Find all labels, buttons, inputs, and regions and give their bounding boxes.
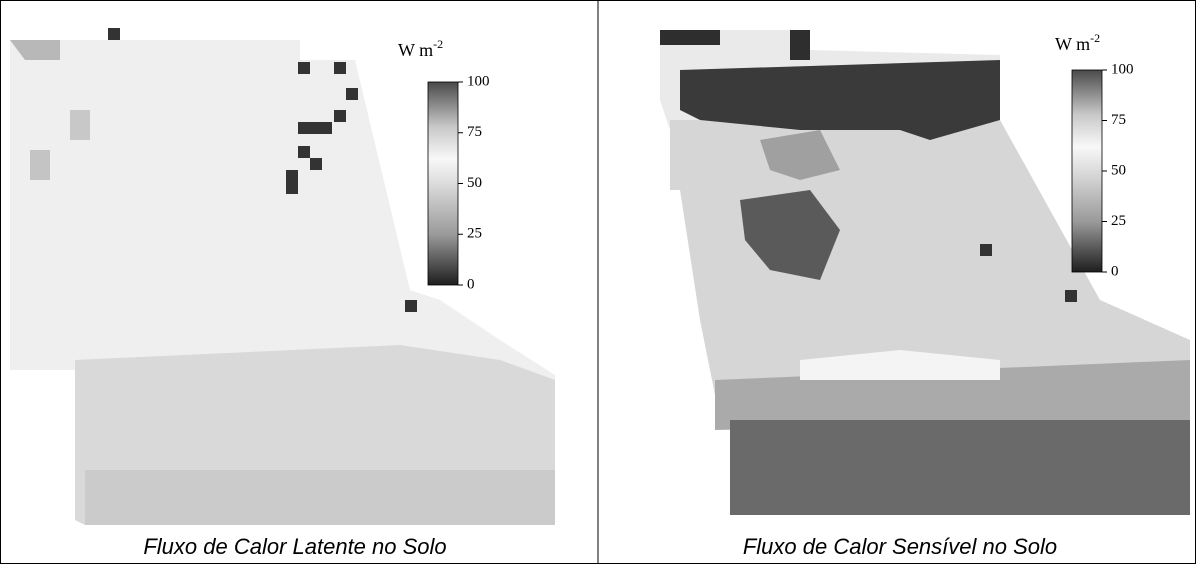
unit: W m	[1055, 34, 1090, 54]
colorbar-latent: W m-2	[398, 37, 458, 285]
unit: W m	[398, 40, 433, 60]
unit-exponent: -2	[1090, 31, 1100, 45]
caption: Fluxo de Calor Sensível no Solo	[743, 534, 1057, 559]
caption: Fluxo de Calor Latente no Solo	[143, 534, 446, 559]
unit-exponent: -2	[433, 37, 443, 51]
tick-label: 75	[467, 124, 482, 140]
tick-label: 50	[1111, 162, 1126, 178]
unit-label: W m-2	[1055, 31, 1100, 54]
tick-label: 75	[1111, 112, 1126, 128]
figure: W m-2 W m-2 Fluxo de Calor Latente no So…	[0, 0, 1196, 564]
tick-label: 25	[1111, 213, 1126, 229]
tick-label: 50	[467, 175, 482, 191]
tick-label: 0	[1111, 263, 1119, 279]
tick-label: 0	[467, 276, 475, 292]
tick-label: 100	[1111, 61, 1134, 77]
tick-label: 25	[467, 226, 482, 242]
unit-label: W m-2	[398, 37, 443, 60]
tick-label: 100	[467, 73, 490, 89]
